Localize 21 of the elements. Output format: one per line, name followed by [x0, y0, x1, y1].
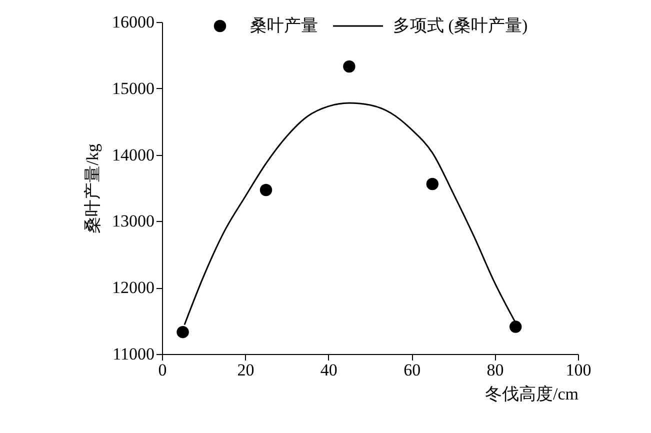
x-tick-label: 60	[404, 360, 421, 380]
x-tick-label: 80	[486, 360, 504, 380]
x-axis-title: 冬伐高度/cm	[485, 384, 578, 404]
point	[176, 326, 189, 338]
y-axis-title: 桑叶产量/kg	[83, 143, 102, 234]
x-tick-label: 0	[158, 360, 167, 380]
y-tick-label: 15000	[112, 78, 154, 98]
x-tick-label: 20	[237, 360, 254, 380]
point	[260, 184, 272, 196]
point	[426, 178, 439, 190]
point	[509, 320, 522, 333]
y-tick-label: 16000	[112, 12, 154, 32]
legend-label: 桑叶产量	[250, 16, 318, 35]
legend-label: 多项式 (桑叶产量)	[393, 16, 528, 35]
y-tick-label: 13000	[112, 212, 154, 231]
y-tick-label: 11000	[112, 344, 154, 364]
point	[343, 60, 356, 73]
y-tick-label: 14000	[112, 145, 154, 164]
y-tick-label: 12000	[112, 278, 154, 298]
x-tick-label: 100	[566, 360, 592, 380]
x-tick-label: 40	[320, 360, 338, 380]
